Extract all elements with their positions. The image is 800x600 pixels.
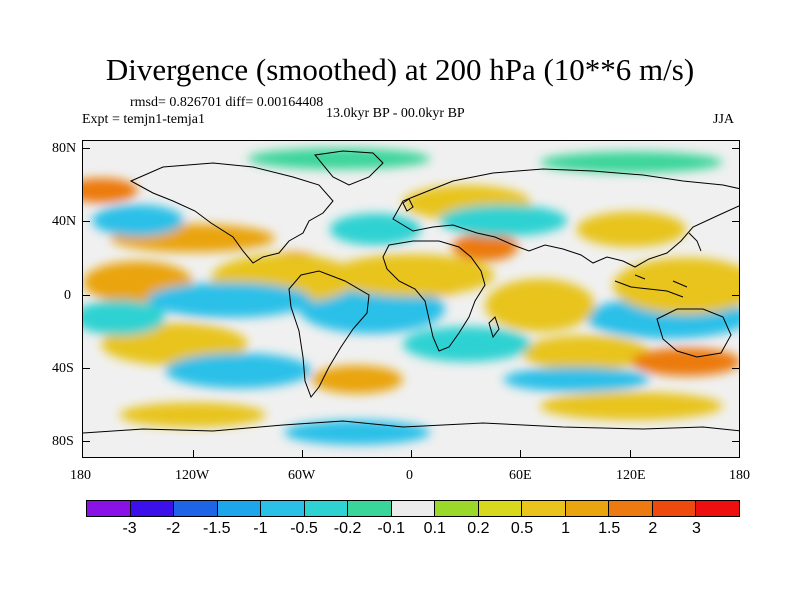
colorbar-label: 0.2 [467,520,490,537]
colorbar-swatch [87,501,131,516]
colorbar [86,500,740,517]
coast-north-america [129,162,334,264]
field-blob [165,353,312,389]
x-label-180e: 180 [729,468,750,483]
field-blob [539,151,723,173]
field-blob [146,282,312,318]
x-tick-0 [411,450,412,458]
season-label: JJA [713,112,735,127]
field-blob [503,367,650,392]
expt-line: Expt = temjn1-temja1 [82,112,205,127]
x-label-180w: 180 [70,468,91,483]
field-blob [402,326,531,362]
field-blob [92,204,184,237]
colorbar-swatch [522,501,566,516]
colorbar-swatch [435,501,479,516]
coast-greenland [314,150,384,186]
field-blob [439,204,568,237]
colorbar-label: 2 [648,520,658,537]
x-label-120e: 120E [616,468,646,483]
colorbar-label: 0.5 [510,520,534,537]
y-label-80s: 80S [52,434,74,449]
field-blob [521,335,650,371]
x-label-60w: 60W [288,468,316,483]
field-blob [329,213,422,246]
coast-indonesia [614,274,688,298]
colorbar-label: 0.1 [423,520,446,537]
coast-africa [382,240,486,352]
colorbar-swatch [565,501,610,516]
colorbar-label: 1 [561,520,571,537]
field-blob [329,254,495,297]
field-blob [452,232,519,262]
colorbar-label: 1.5 [598,520,621,537]
x-tick-120e [630,450,631,458]
field-blob [311,365,403,394]
period-line: 13.0kyr BP - 00.0kyr BP [326,106,465,121]
colorbar-swatch [391,501,436,516]
field-blob [119,402,266,428]
y-tick-eq [82,295,90,296]
stats-line: rmsd= 0.826701 diff= 0.00164408 [130,95,324,110]
coast-antarctica [83,420,739,434]
field-blob [298,284,445,334]
x-tick-60w [302,450,303,458]
field-blob [485,278,595,332]
colorbar-label: -0.5 [290,520,318,537]
x-tick-60e [520,450,521,458]
x-label-60e: 60E [509,468,532,483]
y-tick-80s-right [732,441,740,442]
colorbar-label: -3 [122,520,137,537]
y-label-40n: 40N [52,214,77,229]
colorbar-label: -0.2 [333,520,362,537]
y-tick-40s-right [732,368,740,369]
coast-madagascar [488,316,500,339]
map-svg [83,148,739,445]
coast-eurasia [392,168,739,268]
colorbar-label: -1.5 [203,520,231,537]
x-label-120w: 120W [175,468,210,483]
colorbar-label: -1 [253,520,268,537]
x-tick-120w [193,450,194,458]
colorbar-label: 3 [691,520,701,537]
colorbar-label: -0.1 [377,520,405,537]
coast-japan [688,232,702,252]
map-plot-area [82,140,740,458]
field-blob [247,148,431,170]
colorbar-swatch [652,501,697,516]
y-tick-40n-right [732,221,740,222]
field-blob [631,347,739,376]
colorbar-swatch [696,501,739,516]
colorbar-label: -2 [166,520,181,537]
colorbar-swatch [174,501,218,516]
field-blob [539,391,723,421]
y-tick-eq-right [732,295,740,296]
divergence-field [83,148,739,445]
field-blob [83,300,166,336]
y-tick-80n-right [732,148,740,149]
colorbar-swatch [478,501,523,516]
field-blob [613,257,739,315]
colorbar-swatch [130,501,175,516]
colorbar-swatch [609,501,653,516]
colorbar-swatch [261,501,305,516]
y-label-80n: 80N [52,141,77,156]
colorbar-swatch [348,501,392,516]
x-label-0: 0 [406,468,413,483]
y-tick-80n [82,148,90,149]
coast-south-america [288,270,370,398]
colorbar-swatch [304,501,349,516]
colorbar-swatch [217,501,262,516]
field-blob [576,211,687,247]
y-tick-80s [82,441,90,442]
field-blob [83,178,138,203]
y-label-40s: 40S [52,361,74,376]
y-label-eq: 0 [64,288,71,303]
chart-title: Divergence (smoothed) at 200 hPa (10**6 … [105,52,695,87]
y-tick-40n [82,221,90,222]
coastlines [83,150,739,434]
y-tick-40s [82,368,90,369]
coast-australia [656,308,732,358]
coast-british-isles [402,198,414,212]
